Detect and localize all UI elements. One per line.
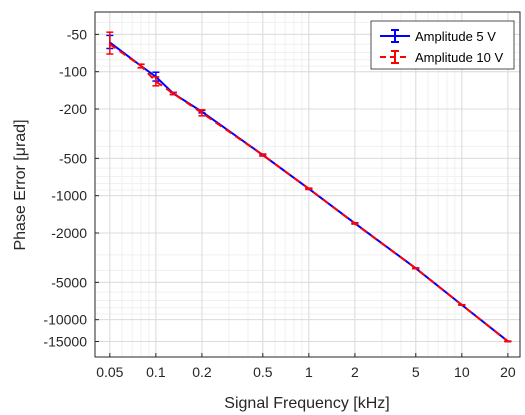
- x-axis-ticks: 0.05 0.1 0.2 0.5 1 2 5 10 20: [96, 353, 516, 380]
- errorbar: [152, 76, 160, 87]
- errorbar: [106, 31, 114, 55]
- y-tick-label: -500: [59, 150, 87, 166]
- errorbar: [169, 91, 177, 96]
- errorbar: [259, 153, 267, 157]
- y-tick-label: -100: [59, 64, 87, 80]
- x-tick-label: 20: [500, 364, 516, 380]
- legend: Amplitude 5 V Amplitude 10 V: [370, 20, 515, 70]
- y-tick-label: -200: [59, 101, 87, 117]
- x-tick-label: 2: [351, 364, 359, 380]
- plot-background: [95, 12, 520, 357]
- x-tick-label: 0.5: [253, 364, 273, 380]
- y-tick-label: -50: [67, 26, 87, 42]
- errorbar: [137, 63, 145, 69]
- legend-label-10v: Amplitude 10 V: [415, 50, 503, 65]
- x-tick-label: 1: [305, 364, 313, 380]
- x-tick-label: 0.1: [146, 364, 166, 380]
- y-axis-title: Phase Error [μrad]: [12, 119, 29, 250]
- y-axis-ticks: -50 -100 -200 -500 -1000 -2000 -5000 -10000 -150…: [43, 26, 99, 350]
- series-line-1: [109, 43, 509, 343]
- plot-frame: [94, 11, 521, 358]
- y-tick-label: -15000: [43, 334, 87, 350]
- y-tick-label: -10000: [43, 312, 87, 328]
- legend-label-5v: Amplitude 5 V: [415, 29, 496, 44]
- x-axis-title: Signal Frequency [kHz]: [224, 395, 389, 412]
- y-tick-label: -1000: [51, 188, 87, 204]
- errorbar: [198, 109, 206, 117]
- legend-entry-10v: Amplitude 10 V: [380, 50, 503, 65]
- x-tick-label: 5: [412, 364, 420, 380]
- x-tick-label: 10: [454, 364, 470, 380]
- errorbar: [351, 222, 359, 225]
- series-layer: [106, 31, 512, 343]
- legend-entry-5v: Amplitude 5 V: [380, 29, 496, 44]
- y-tick-label: -5000: [51, 274, 87, 290]
- errorbar: [412, 267, 420, 270]
- x-tick-label: 0.2: [192, 364, 212, 380]
- y-tick-label: -2000: [51, 225, 87, 241]
- errorbar: [305, 187, 313, 191]
- x-tick-label: 0.05: [96, 364, 123, 380]
